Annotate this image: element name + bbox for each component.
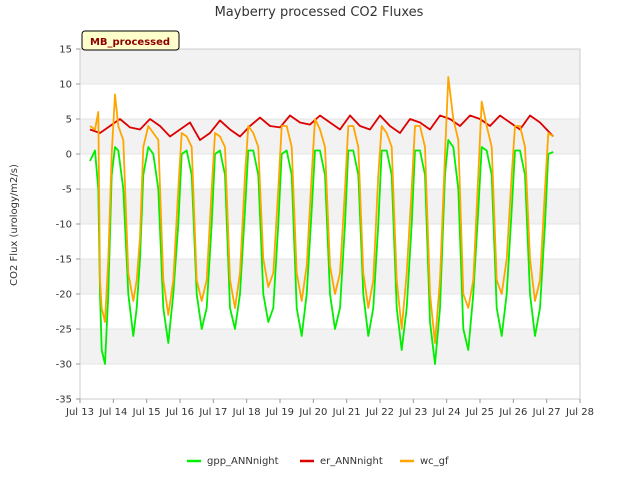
x-tick-label: Jul 19 bbox=[265, 407, 294, 418]
y-tick-label: 10 bbox=[59, 80, 72, 91]
x-tick-label: Jul 14 bbox=[98, 407, 127, 418]
y-tick-label: -5 bbox=[62, 185, 72, 196]
y-axis-label: CO2 Flux (urology/m2/s) bbox=[9, 164, 20, 286]
y-tick-label: -15 bbox=[56, 255, 72, 266]
background-band bbox=[80, 329, 580, 364]
x-tick-label: Jul 28 bbox=[565, 407, 594, 418]
legend-label-er-annnight: er_ANNnight bbox=[320, 456, 383, 467]
x-tick-label: Jul 17 bbox=[198, 407, 227, 418]
series-lines bbox=[89, 76, 554, 365]
x-tick-label: Jul 26 bbox=[498, 407, 527, 418]
background-bands bbox=[80, 49, 580, 364]
chart-title: Mayberry processed CO2 Fluxes bbox=[215, 5, 424, 20]
x-tick-label: Jul 18 bbox=[232, 407, 261, 418]
y-tick-label: -35 bbox=[56, 395, 72, 406]
y-tick-label: -20 bbox=[56, 290, 72, 301]
legend-label-gpp-annnight: gpp_ANNnight bbox=[207, 456, 279, 467]
legend: gpp_ANNnight er_ANNnight wc_gf bbox=[187, 456, 449, 467]
y-tick-label: 0 bbox=[66, 150, 72, 161]
y-tick-label: -25 bbox=[56, 325, 72, 336]
y-tick-label: 5 bbox=[66, 115, 72, 126]
legend-label-wc-gf: wc_gf bbox=[420, 456, 449, 467]
site-badge-label: MB_processed bbox=[90, 37, 170, 48]
series-line-wc-gf bbox=[89, 76, 554, 344]
background-band bbox=[80, 49, 580, 84]
background-band bbox=[80, 189, 580, 224]
y-tick-label: -30 bbox=[56, 360, 72, 371]
x-tick-label: Jul 21 bbox=[332, 407, 361, 418]
background-band bbox=[80, 119, 580, 154]
x-tick-label: Jul 25 bbox=[465, 407, 494, 418]
x-tick-label: Jul 23 bbox=[398, 407, 427, 418]
x-tick-label: Jul 20 bbox=[298, 407, 327, 418]
site-badge: MB_processed bbox=[81, 30, 180, 51]
y-tick-label: -10 bbox=[56, 220, 72, 231]
x-tick-label: Jul 22 bbox=[365, 407, 394, 418]
x-axis-ticks: Jul 13 Jul 14 Jul 15 Jul 16 Jul 17 Jul 18 Jul … bbox=[65, 399, 594, 418]
x-tick-label: Jul 13 bbox=[65, 407, 94, 418]
x-tick-label: Jul 27 bbox=[532, 407, 561, 418]
y-axis-ticks: 15 10 5 0 -5 -10 -15 -20 -25 -30 -35 bbox=[56, 45, 80, 406]
x-tick-label: Jul 15 bbox=[132, 407, 161, 418]
x-tick-label: Jul 16 bbox=[165, 407, 194, 418]
site-badge-box bbox=[81, 30, 180, 51]
x-tick-label: Jul 24 bbox=[432, 407, 461, 418]
y-tick-label: 15 bbox=[59, 45, 72, 56]
